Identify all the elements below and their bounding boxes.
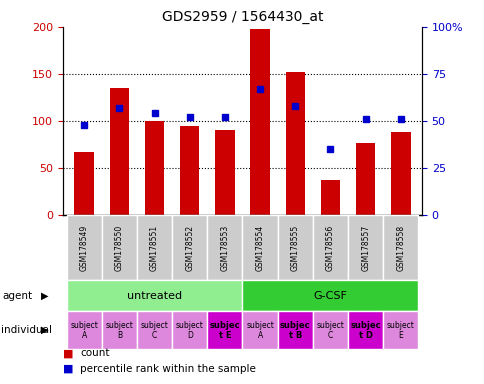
Text: GSM178551: GSM178551 [150, 225, 159, 271]
Bar [250, 29, 269, 215]
Text: agent: agent [2, 291, 32, 301]
Text: GSM178555: GSM178555 [290, 225, 299, 271]
Text: GSM178552: GSM178552 [185, 225, 194, 271]
Text: individual: individual [1, 325, 52, 335]
Text: subject
C: subject C [140, 321, 168, 340]
Bar [312, 311, 348, 349]
Text: subject
C: subject C [316, 321, 344, 340]
Bar [320, 180, 339, 215]
Text: percentile rank within the sample: percentile rank within the sample [80, 364, 256, 374]
Bar [102, 215, 136, 280]
Text: GSM178554: GSM178554 [255, 225, 264, 271]
Bar [348, 215, 382, 280]
Bar [102, 311, 136, 349]
Bar [66, 280, 242, 311]
Text: GSM178558: GSM178558 [395, 225, 405, 271]
Bar [355, 142, 375, 215]
Text: GSM178553: GSM178553 [220, 225, 229, 271]
Bar [277, 215, 312, 280]
Bar [285, 72, 304, 215]
Text: GSM178556: GSM178556 [325, 225, 334, 271]
Text: untreated: untreated [127, 291, 182, 301]
Text: subjec
t E: subjec t E [209, 321, 240, 340]
Bar [215, 131, 234, 215]
Text: G-CSF: G-CSF [313, 291, 347, 301]
Bar [207, 215, 242, 280]
Text: subjec
t B: subjec t B [279, 321, 310, 340]
Text: ▶: ▶ [41, 325, 48, 335]
Bar [277, 311, 312, 349]
Text: count: count [80, 348, 109, 358]
Text: subject
D: subject D [175, 321, 203, 340]
Bar [172, 311, 207, 349]
Text: subject
A: subject A [70, 321, 98, 340]
Bar [172, 215, 207, 280]
Bar [242, 311, 277, 349]
Text: ■: ■ [63, 348, 74, 358]
Text: subjec
t D: subjec t D [349, 321, 380, 340]
Bar [348, 311, 382, 349]
Title: GDS2959 / 1564430_at: GDS2959 / 1564430_at [162, 10, 322, 25]
Bar [180, 126, 199, 215]
Text: subject
B: subject B [105, 321, 133, 340]
Bar [75, 152, 93, 215]
Text: subject
A: subject A [246, 321, 273, 340]
Text: GSM178549: GSM178549 [79, 225, 89, 271]
Bar [136, 215, 172, 280]
Bar [145, 121, 164, 215]
Text: GSM178550: GSM178550 [115, 225, 123, 271]
Bar [136, 311, 172, 349]
Text: ▶: ▶ [41, 291, 48, 301]
Text: GSM178557: GSM178557 [361, 225, 369, 271]
Bar [391, 132, 409, 215]
Bar [382, 311, 418, 349]
Bar [382, 215, 418, 280]
Bar [109, 88, 129, 215]
Bar [66, 215, 102, 280]
Bar [242, 280, 418, 311]
Text: subject
E: subject E [386, 321, 414, 340]
Bar [242, 215, 277, 280]
Bar [207, 311, 242, 349]
Bar [66, 311, 102, 349]
Text: ■: ■ [63, 364, 74, 374]
Bar [312, 215, 348, 280]
